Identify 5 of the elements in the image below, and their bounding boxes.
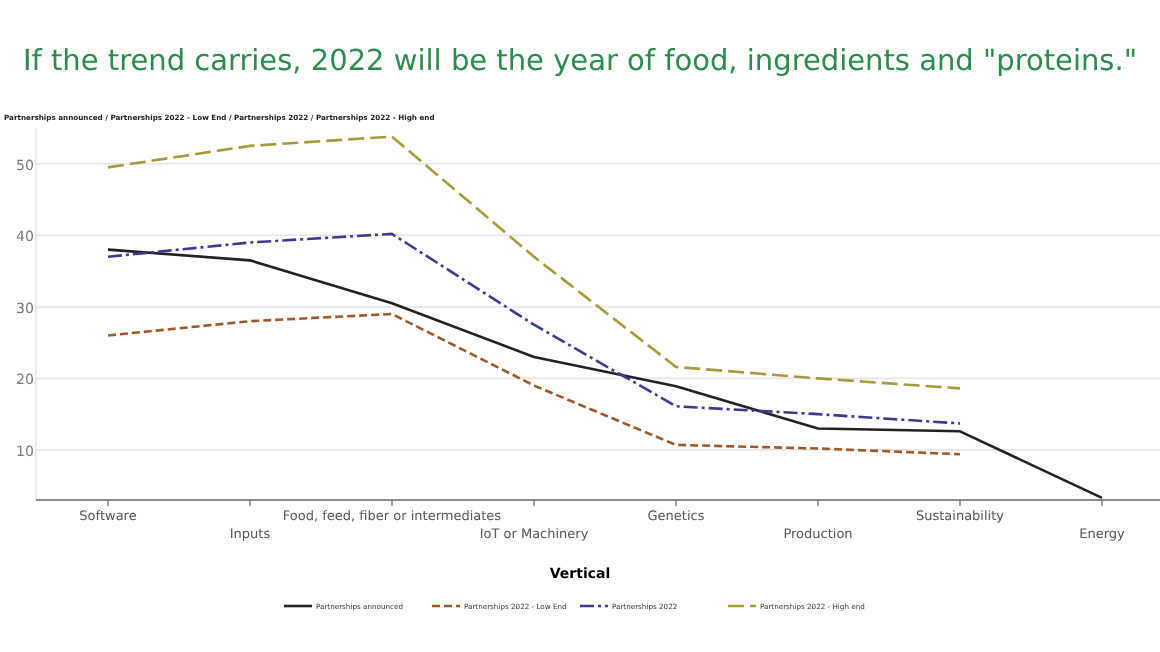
- line-series: [106, 248, 1104, 500]
- line-series: [106, 312, 962, 456]
- chart-title: If the trend carries, 2022 will be the year of food, ingredients and "proteins.": [22, 46, 1138, 78]
- line-series: [106, 232, 962, 425]
- line-series: [106, 135, 962, 390]
